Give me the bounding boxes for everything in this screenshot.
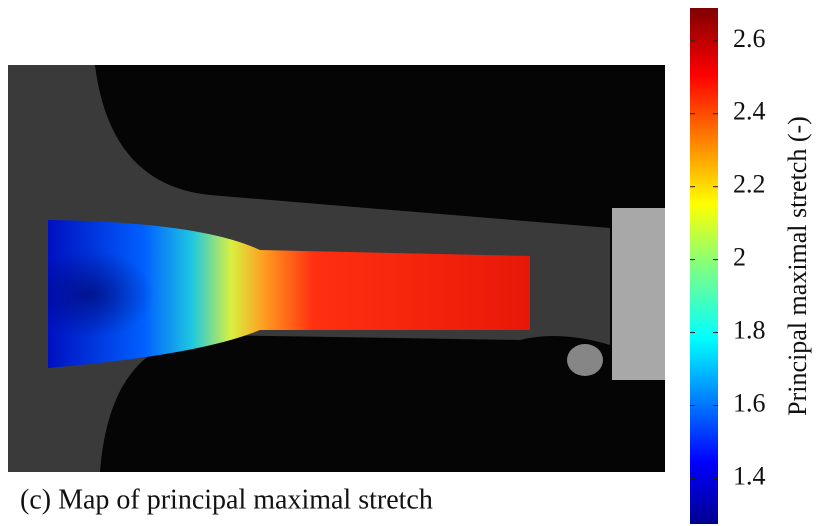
tick-label: 2.6 — [733, 24, 766, 53]
clamp — [612, 208, 665, 380]
stretch-map-shade — [48, 220, 260, 368]
tick-label: 1.4 — [733, 461, 766, 490]
photo — [8, 65, 665, 472]
tick-label: 2.2 — [733, 170, 766, 199]
reflection — [567, 344, 603, 376]
caption: (c) Map of principal maximal stretch — [20, 484, 433, 515]
tick-label: 1.6 — [733, 388, 766, 417]
colorbar-label: Principal maximal stretch (-) — [783, 116, 812, 416]
tick-label: 2 — [733, 243, 746, 272]
tick-label: 2.4 — [733, 97, 766, 126]
tick-label: 1.8 — [733, 316, 766, 345]
colorbar — [690, 8, 718, 524]
